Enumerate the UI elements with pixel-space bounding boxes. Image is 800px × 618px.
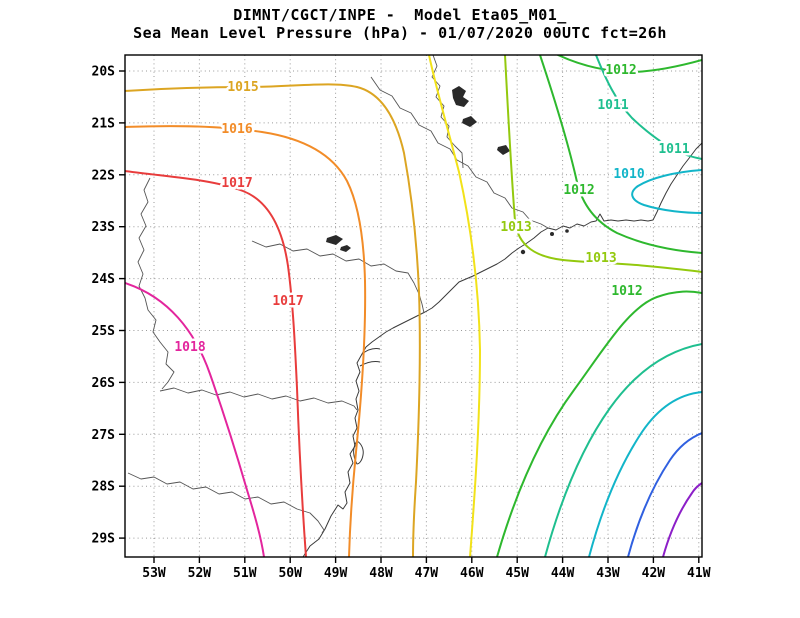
state-border [159, 387, 358, 411]
isobar-1012-north [557, 55, 702, 74]
axis-ticks [119, 70, 700, 563]
isobar-1013 [504, 55, 702, 273]
y-tick-label: 26S [92, 376, 116, 391]
y-tick-label: 28S [92, 480, 116, 495]
isobar-label: 1013 [500, 220, 531, 235]
isobar-1017 [125, 170, 307, 557]
isobar-1015 [125, 83, 421, 557]
isobar-1011-southeast [544, 343, 702, 557]
river [137, 177, 175, 390]
plot-frame [124, 54, 703, 558]
x-tick-label: 41W [687, 566, 711, 581]
isobar-label: 1016 [221, 122, 252, 137]
isobar-label: 1017 [221, 176, 252, 191]
x-tick-label: 50W [278, 566, 302, 581]
isobar-label: 1017 [272, 294, 303, 309]
isobar-layer [125, 55, 702, 557]
state-border [431, 55, 464, 169]
isobar-1010-trough [631, 169, 702, 214]
reservoir [497, 145, 510, 155]
isobar-label: 1018 [174, 340, 205, 355]
x-tick-label: 49W [324, 566, 348, 581]
isobar-label: 1012 [605, 63, 636, 78]
bay-inlet [359, 361, 381, 367]
y-tick-label: 22S [92, 168, 116, 183]
y-tick-label: 27S [92, 428, 116, 443]
reservoir [340, 245, 351, 252]
reservoir [326, 235, 343, 245]
geography-layer [127, 55, 702, 557]
coastal-island [520, 249, 526, 255]
x-tick-label: 44W [551, 566, 575, 581]
isobar-1011-north [595, 55, 702, 160]
y-tick-label: 21S [92, 116, 116, 131]
isobar-1012-southeast [496, 290, 702, 557]
x-tick-label: 48W [369, 566, 393, 581]
coastline [302, 142, 702, 557]
y-tick-label: 29S [92, 532, 116, 547]
state-border [127, 472, 325, 534]
isobar-1018 [125, 282, 265, 557]
x-tick-label: 42W [642, 566, 666, 581]
x-tick-label: 45W [505, 566, 529, 581]
island-outline [353, 440, 364, 465]
reservoir [462, 116, 477, 127]
isobar-label: 1011 [597, 98, 628, 113]
isobar-label: 1015 [227, 80, 258, 95]
x-tick-label: 46W [460, 566, 484, 581]
chart-title-field: Sea Mean Level Pressure (hPa) - 01/07/20… [133, 24, 667, 42]
y-tick-label: 24S [92, 272, 116, 287]
y-tick-label: 23S [92, 220, 116, 235]
isobar-1010-southeast [588, 391, 702, 557]
axis-tick-labels: 53W 52W 51W 50W 49W 48W 47W 46W 45W 44W 43W 42W 41W 2… [92, 65, 711, 582]
reservoir [452, 86, 469, 107]
isobar-1008-southeast [662, 482, 702, 557]
x-tick-label: 52W [188, 566, 212, 581]
state-border [251, 240, 425, 314]
x-tick-label: 53W [142, 566, 166, 581]
y-tick-label: 25S [92, 324, 116, 339]
isobar-label: 1013 [585, 251, 616, 266]
isobar-value-labels: 1015 1016 1017 1017 1018 1012 1011 1011 1010 1012… [172, 61, 692, 358]
isobar-1012-mid [539, 55, 702, 254]
coastal-island [550, 232, 554, 236]
x-tick-label: 43W [596, 566, 620, 581]
isobar-label: 1012 [611, 284, 642, 299]
isobar-1009-southeast [627, 432, 702, 557]
isobar-label: 1010 [613, 167, 644, 182]
isobar-label: 1011 [658, 142, 689, 157]
x-tick-label: 47W [415, 566, 439, 581]
isobar-1016 [125, 125, 367, 557]
y-tick-label: 20S [92, 65, 116, 80]
x-tick-label: 51W [233, 566, 257, 581]
coastal-island [565, 229, 569, 233]
isobar-1014 [428, 55, 482, 557]
isobar-label: 1012 [563, 183, 594, 198]
chart-title-model: DIMNT/CGCT/INPE - Model Eta05_M01_ [233, 6, 567, 24]
